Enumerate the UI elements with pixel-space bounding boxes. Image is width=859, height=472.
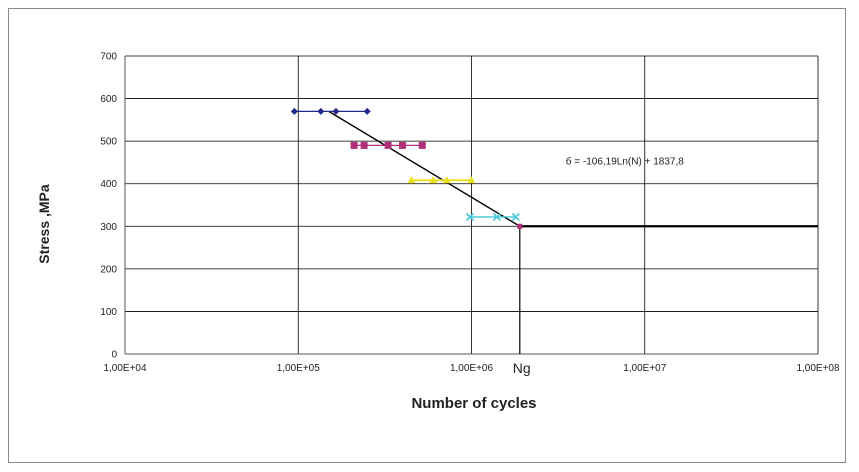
x-tick-labels: 1,00E+04 1,00E+05 1,00E+06 1,00E+07 1,00E+08 — [103, 363, 840, 374]
x-tick-label: 1,00E+06 — [450, 363, 494, 374]
x-tick-label: 1,00E+07 — [623, 363, 667, 374]
data-series — [290, 107, 520, 221]
y-axis-title: Stress ,MPa — [36, 184, 52, 264]
y-tick-label: 600 — [100, 94, 117, 105]
regression-line — [328, 110, 521, 227]
axes — [124, 56, 818, 355]
x-tick-label: 1,00E+04 — [103, 363, 147, 374]
x-tick-label: 1,00E+08 — [796, 363, 840, 374]
data-point — [511, 212, 520, 221]
y-tick-label: 300 — [100, 222, 117, 233]
data-point — [332, 107, 340, 115]
ng-point — [517, 223, 523, 229]
x-axis-title: Number of cycles — [411, 395, 536, 412]
data-point — [360, 141, 368, 149]
data-point — [384, 141, 392, 149]
y-tick-label: 400 — [100, 179, 117, 190]
y-tick-label: 100 — [100, 307, 117, 318]
y-tick-labels: 0 100 200 300 400 500 600 700 — [100, 52, 117, 361]
y-tick-label: 500 — [100, 137, 117, 148]
data-point — [429, 176, 438, 184]
data-point — [317, 107, 325, 115]
data-point — [467, 176, 476, 184]
chart-frame: 0 100 200 300 400 500 600 700 1,00E+04 1,00E+05 1… — [8, 8, 846, 463]
data-point — [290, 107, 298, 115]
data-point — [465, 212, 475, 221]
data-point — [399, 141, 407, 149]
regression-equation: б = -106,19Ln(N) + 1837,8 — [566, 156, 684, 168]
y-tick-label: 200 — [100, 264, 117, 275]
ng-label: Ng — [513, 360, 531, 376]
data-point — [407, 176, 416, 184]
data-point — [492, 212, 501, 221]
gridlines — [125, 55, 819, 354]
annotations: б = -106,19Ln(N) + 1837,8 Ng — [513, 156, 684, 376]
data-point — [418, 141, 426, 149]
data-point — [350, 141, 358, 149]
fit-lines — [328, 110, 818, 354]
x-tick-label: 1,00E+05 — [277, 363, 321, 374]
data-point — [442, 176, 451, 184]
data-point — [363, 107, 371, 115]
y-tick-label: 0 — [111, 350, 117, 361]
y-tick-label: 700 — [100, 52, 117, 63]
